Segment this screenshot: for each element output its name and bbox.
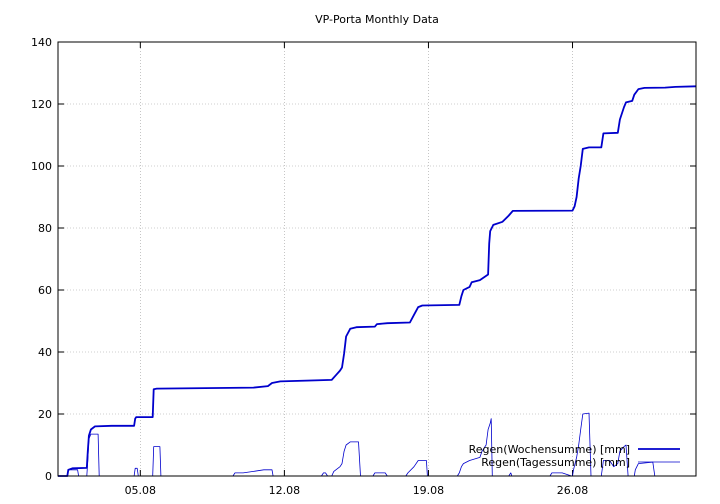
x-tick-label: 19.08 [413, 484, 445, 497]
y-tick-label: 140 [31, 36, 52, 49]
series-layer [58, 85, 697, 477]
plot-frame [57, 41, 697, 477]
y-tick-label: 40 [38, 346, 52, 359]
y-tick-label: 120 [31, 98, 52, 111]
series-line-wochensumme [58, 85, 697, 477]
x-tick-label: 12.08 [269, 484, 301, 497]
y-tick-label: 100 [31, 160, 52, 173]
y-tick-label: 0 [45, 470, 52, 483]
y-tick-label: 20 [38, 408, 52, 421]
legend-label-tagessumme: Regen(Tagessumme) [mm] [481, 456, 630, 469]
chart-title: VP-Porta Monthly Data [315, 13, 439, 26]
x-tick-label: 05.08 [125, 484, 157, 497]
axes: 0 20 40 60 80 100 120 140 05.08 12.08 19.08 26.08 [31, 36, 696, 497]
grid [58, 42, 696, 476]
x-tick-label: 26.08 [557, 484, 589, 497]
legend: Regen(Wochensumme) [mm]Regen(Tagessumme)… [469, 443, 680, 469]
legend-label-wochensumme: Regen(Wochensumme) [mm] [469, 443, 630, 456]
y-tick-label: 60 [38, 284, 52, 297]
y-tick-label: 80 [38, 222, 52, 235]
